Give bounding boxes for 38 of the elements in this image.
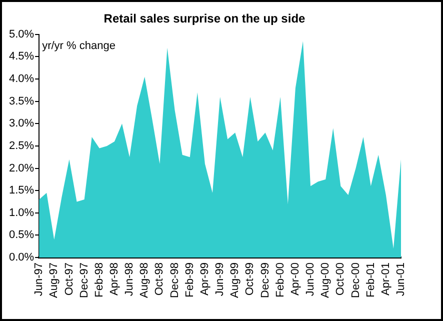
x-tick-label: Feb-98 [93, 262, 106, 298]
x-tick-label: Oct-98 [154, 262, 166, 296]
x-tick-label: Aug-00 [320, 262, 332, 298]
y-tick-label: 0.0% [8, 252, 34, 264]
x-tick-label: Dec-99 [259, 262, 272, 298]
x-tick-label: Oct-99 [244, 262, 256, 296]
x-tick-label: Oct-00 [334, 262, 347, 296]
x-tick-label: Jun-98 [124, 262, 136, 296]
x-tick-label: Jun-00 [304, 262, 317, 296]
x-tick-label: Feb-00 [274, 262, 286, 298]
x-tick-label: Apr-99 [198, 262, 211, 296]
x-tick-label: Oct-97 [63, 262, 76, 296]
x-tick-label: Apr-98 [108, 262, 121, 296]
x-tick-label: Apr-00 [289, 262, 302, 296]
x-tick-label: Aug-98 [138, 262, 151, 298]
y-tick-label: 3.0% [8, 118, 34, 130]
x-tick-label: Feb-99 [184, 262, 196, 298]
y-tick-label: 2.0% [8, 162, 34, 174]
x-tick-label: Dec-00 [350, 262, 362, 298]
x-tick-label: Jun-97 [33, 262, 46, 296]
x-tick-label: Aug-99 [229, 262, 242, 298]
y-tick-label: 4.5% [8, 50, 34, 63]
x-tick-label: Jun-01 [395, 262, 408, 296]
chart-title: Retail sales surprise on the up side [104, 12, 306, 26]
y-tick-label: 0.5% [8, 229, 34, 242]
y-tick-label: 2.5% [8, 140, 34, 152]
y-tick-label: 1.5% [8, 184, 34, 197]
x-tick-label: Feb-01 [364, 262, 377, 298]
x-tick-label: Apr-01 [380, 262, 392, 296]
y-tick-label: 4.0% [8, 73, 34, 86]
y-tick-label: 5.0% [8, 28, 34, 40]
x-tick-label: Jun-99 [214, 262, 226, 296]
y-tick-label: 1.0% [8, 206, 34, 219]
y-axis-title: yr/yr % change [42, 40, 116, 52]
y-tick-label: 3.5% [8, 95, 34, 108]
x-tick-label: Dec-98 [168, 262, 181, 298]
x-tick-label: Dec-97 [78, 262, 90, 298]
x-tick-label: Aug-97 [48, 262, 60, 298]
